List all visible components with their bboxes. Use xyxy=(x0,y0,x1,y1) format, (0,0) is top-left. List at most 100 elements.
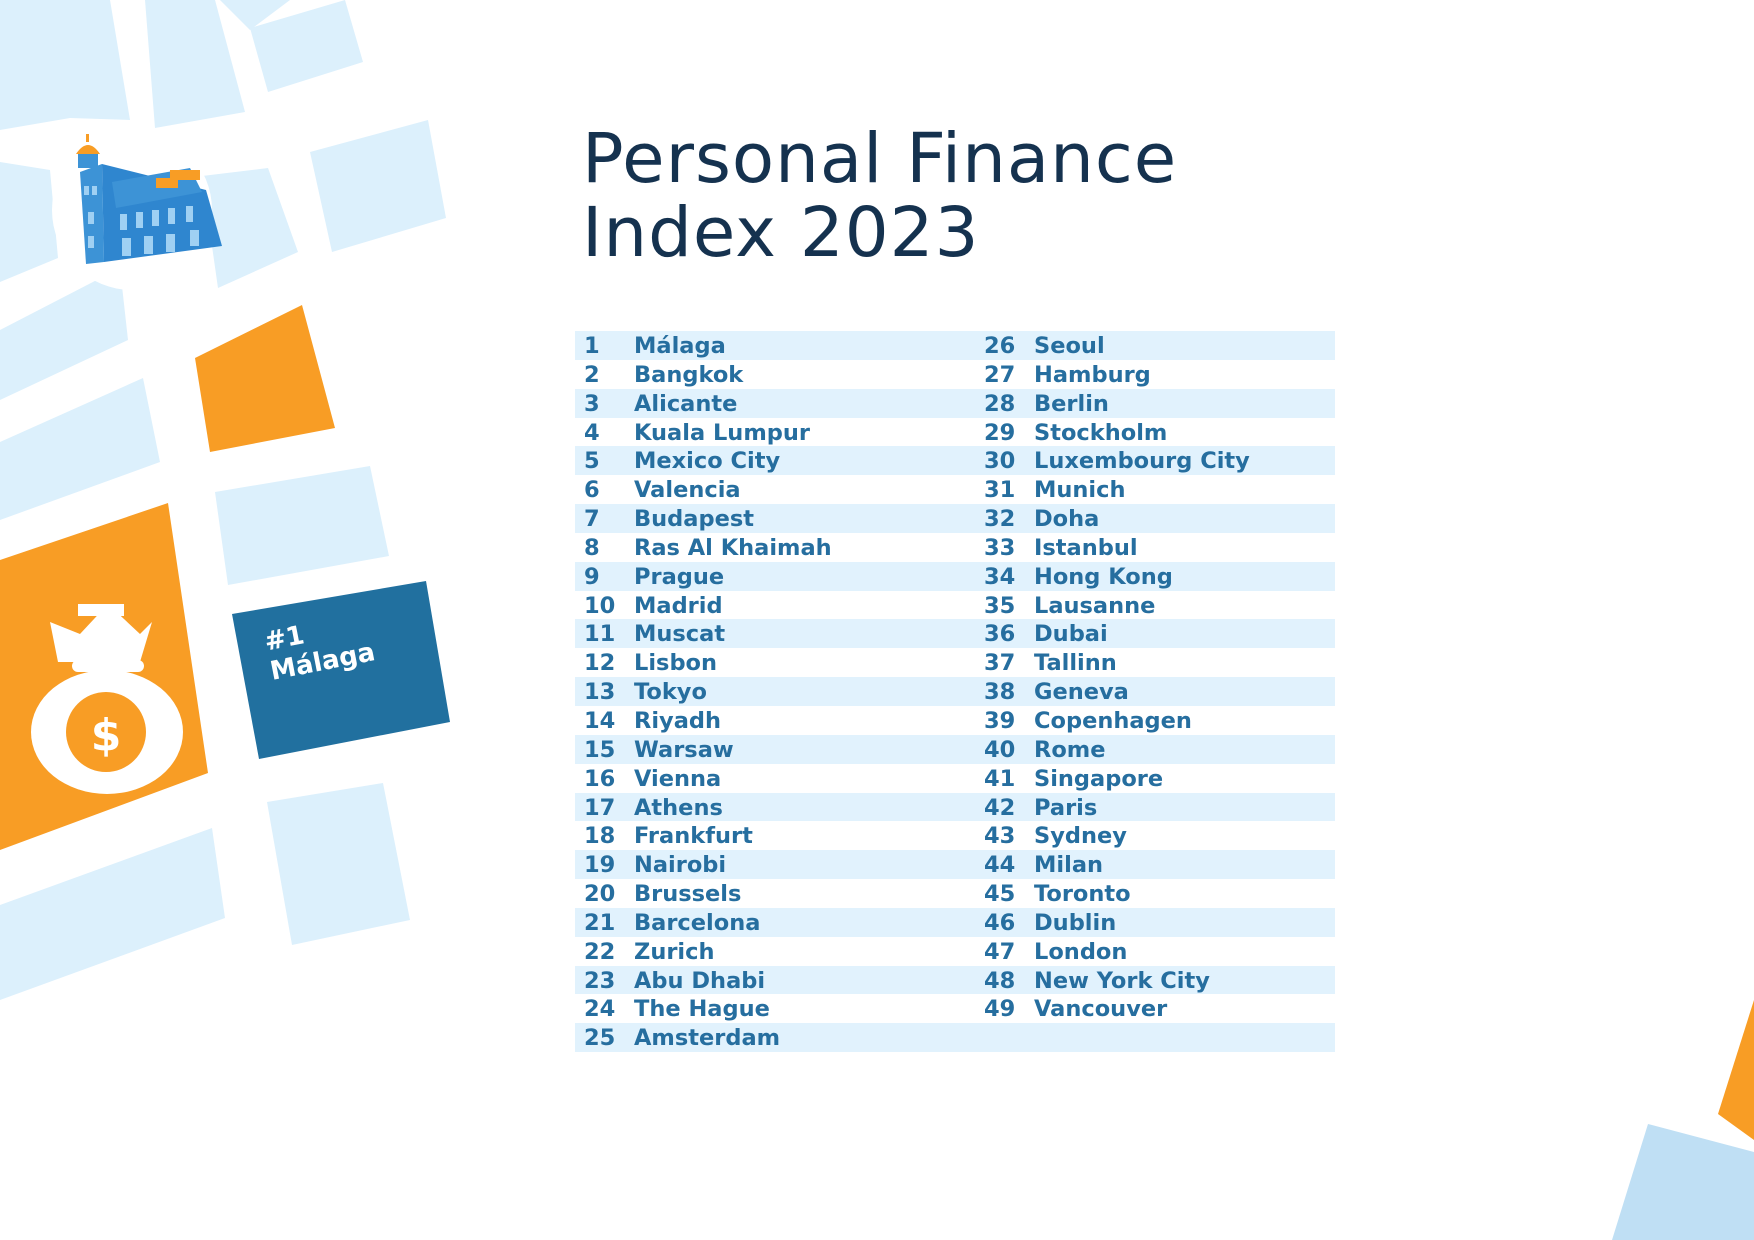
city-name: Lausanne xyxy=(1034,592,1156,619)
map-block xyxy=(250,0,363,92)
rank-number: 3 xyxy=(584,390,600,417)
city-name: Milan xyxy=(1034,852,1104,879)
ranking-column-right: 26 Seoul 27 Hamburg 28 Berlin 29 Stockholm 3… xyxy=(955,331,1335,1053)
ranking-row: 9 Prague xyxy=(575,561,955,591)
city-name: Istanbul xyxy=(1034,534,1138,561)
map-block xyxy=(202,168,298,288)
ranking-row: 42 Paris xyxy=(955,792,1335,822)
ranking-row: 41 Singapore xyxy=(955,764,1335,793)
city-name: Warsaw xyxy=(634,736,734,763)
city-name: London xyxy=(1034,938,1128,965)
city-name: Vienna xyxy=(634,765,722,792)
map-block xyxy=(220,0,290,30)
city-name: Copenhagen xyxy=(1034,707,1192,734)
ranking-row: 34 Hong Kong xyxy=(955,561,1335,591)
city-name: Paris xyxy=(1034,794,1098,821)
rank-number: 46 xyxy=(984,909,1016,936)
map-block xyxy=(0,162,58,282)
rank-number: 35 xyxy=(984,592,1016,619)
city-name: Budapest xyxy=(634,506,754,533)
map-block xyxy=(145,0,245,128)
rank-number: 5 xyxy=(584,448,600,475)
ranking-row: 25 Amsterdam xyxy=(575,1023,955,1053)
orange-block xyxy=(195,305,335,452)
ranking-row: 36 Dubai xyxy=(955,619,1335,649)
ranking-row: 15 Warsaw xyxy=(575,734,955,764)
ranking-row: 32 Doha xyxy=(955,504,1335,533)
city-name: Tokyo xyxy=(634,679,707,706)
rank-number: 33 xyxy=(984,534,1016,561)
map-block xyxy=(267,783,410,945)
ranking-row: 30 Luxembourg City xyxy=(955,446,1335,476)
map-block xyxy=(0,378,160,520)
city-name: Athens xyxy=(634,794,723,821)
ranking-row: 33 Istanbul xyxy=(955,533,1335,562)
rank-number: 24 xyxy=(584,996,616,1023)
ranking-row: 35 Lausanne xyxy=(955,591,1335,620)
ranking-row: 39 Copenhagen xyxy=(955,706,1335,735)
city-name: Sydney xyxy=(1034,823,1127,850)
rank-number: 16 xyxy=(584,765,616,792)
ranking-row: 46 Dublin xyxy=(955,907,1335,937)
ranking-row: 13 Tokyo xyxy=(575,677,955,706)
ranking-row: 6 Valencia xyxy=(575,475,955,504)
rank-number: 32 xyxy=(984,506,1016,533)
city-name: Tallinn xyxy=(1034,650,1117,677)
city-name: Alicante xyxy=(634,390,738,417)
rank-number: 28 xyxy=(984,390,1016,417)
city-name: Nairobi xyxy=(634,852,727,879)
ranking-row: 4 Kuala Lumpur xyxy=(575,418,955,447)
rank-number: 13 xyxy=(584,679,616,706)
rank-number: 11 xyxy=(584,621,616,648)
city-name: The Hague xyxy=(634,996,770,1023)
rank-number: 41 xyxy=(984,765,1016,792)
ranking-row xyxy=(955,1023,1335,1053)
city-name: Amsterdam xyxy=(634,1025,781,1052)
rank-number: 40 xyxy=(984,736,1016,763)
rank-number: 27 xyxy=(984,361,1016,388)
rank-number: 45 xyxy=(984,881,1016,908)
rank-number: 15 xyxy=(584,736,616,763)
ranking-row: 2 Bangkok xyxy=(575,360,955,389)
city-name: New York City xyxy=(1034,967,1210,994)
rank-number: 47 xyxy=(984,938,1016,965)
city-name: Prague xyxy=(634,563,725,590)
city-name: Hamburg xyxy=(1034,361,1151,388)
ranking-row: 3 Alicante xyxy=(575,388,955,418)
money-bag-icon xyxy=(31,604,183,794)
city-name: Doha xyxy=(1034,506,1100,533)
ranking-row: 40 Rome xyxy=(955,734,1335,764)
map-block xyxy=(0,0,130,130)
city-name: Abu Dhabi xyxy=(634,967,766,994)
city-name: Brussels xyxy=(634,881,742,908)
city-name: Stockholm xyxy=(1034,419,1168,446)
rank-number: 48 xyxy=(984,967,1016,994)
city-name: Berlin xyxy=(1034,390,1109,417)
rank-number: 7 xyxy=(584,506,600,533)
ranking-row: 16 Vienna xyxy=(575,764,955,793)
title-line-2: Index 2023 xyxy=(582,193,980,273)
rank-number: 37 xyxy=(984,650,1016,677)
rank-number: 30 xyxy=(984,448,1016,475)
rank-number: 34 xyxy=(984,563,1016,590)
rank-number: 10 xyxy=(584,592,616,619)
ranking-row: 31 Munich xyxy=(955,475,1335,504)
ranking-row: 43 Sydney xyxy=(955,821,1335,850)
ranking-row: 22 Zurich xyxy=(575,937,955,966)
rank-number: 8 xyxy=(584,534,600,561)
rank-number: 18 xyxy=(584,823,616,850)
map-block xyxy=(1612,1124,1754,1240)
rank-number: 39 xyxy=(984,707,1016,734)
rank-number: 43 xyxy=(984,823,1016,850)
city-name: Dubai xyxy=(1034,621,1108,648)
city-name: Madrid xyxy=(634,592,723,619)
ranking-row: 14 Riyadh xyxy=(575,706,955,735)
rank-number: 25 xyxy=(584,1025,616,1052)
city-name: Ras Al Khaimah xyxy=(634,534,832,561)
cathedral-icon xyxy=(76,134,222,264)
ranking-row: 48 New York City xyxy=(955,965,1335,995)
city-name: Bangkok xyxy=(634,361,744,388)
rank-number: 6 xyxy=(584,477,600,504)
city-name: Luxembourg City xyxy=(1034,448,1250,475)
